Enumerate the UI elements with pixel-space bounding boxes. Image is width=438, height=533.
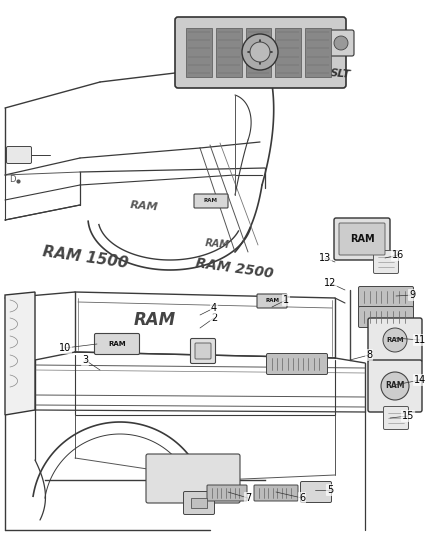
Text: RAM: RAM [134,311,176,329]
FancyBboxPatch shape [358,306,413,327]
Text: RAM 2500: RAM 2500 [195,256,275,281]
FancyBboxPatch shape [328,30,354,56]
Text: 12: 12 [324,278,336,288]
FancyBboxPatch shape [195,343,211,359]
FancyBboxPatch shape [191,338,215,364]
Text: RAM: RAM [350,234,374,244]
FancyBboxPatch shape [254,485,298,501]
FancyBboxPatch shape [175,17,346,88]
Circle shape [242,34,278,70]
Circle shape [383,328,407,352]
Circle shape [334,36,348,50]
FancyBboxPatch shape [334,218,390,260]
FancyBboxPatch shape [339,223,385,255]
Bar [191,498,207,508]
Text: 11: 11 [414,335,426,345]
Bar [186,28,212,77]
Text: 6: 6 [299,493,305,503]
FancyBboxPatch shape [374,251,399,273]
Text: 15: 15 [402,411,414,421]
Text: RAM: RAM [385,382,405,391]
Circle shape [381,372,409,400]
Text: 5: 5 [327,485,333,495]
Text: RAM: RAM [205,238,230,250]
Polygon shape [5,292,35,415]
FancyBboxPatch shape [95,334,139,354]
Text: SLT: SLT [330,68,352,80]
FancyBboxPatch shape [368,360,422,412]
FancyBboxPatch shape [257,294,287,308]
FancyBboxPatch shape [146,454,240,503]
Bar [246,28,272,77]
FancyBboxPatch shape [384,407,409,430]
Text: RAM: RAM [386,337,404,343]
Bar [216,28,242,77]
FancyBboxPatch shape [207,485,247,501]
FancyBboxPatch shape [194,194,228,208]
Text: 16: 16 [392,250,404,260]
Bar [305,28,331,77]
Text: RAM: RAM [265,298,279,303]
Text: RAM 1500: RAM 1500 [42,244,130,271]
FancyBboxPatch shape [7,147,32,164]
Text: RAM: RAM [130,199,159,212]
Text: RAM: RAM [108,341,126,347]
Circle shape [250,42,270,62]
Text: 9: 9 [409,290,415,300]
Text: 1: 1 [283,295,289,305]
Bar [276,28,301,77]
Text: 13: 13 [319,253,331,263]
Text: 2: 2 [211,313,217,323]
Text: 4: 4 [211,303,217,313]
Text: 10: 10 [59,343,71,353]
FancyBboxPatch shape [358,287,413,308]
FancyBboxPatch shape [368,318,422,362]
Text: 8: 8 [366,350,372,360]
Text: RAM: RAM [204,198,218,204]
Text: 7: 7 [245,493,251,503]
Text: 14: 14 [414,375,426,385]
Text: 3: 3 [82,355,88,365]
Text: D: D [9,175,15,184]
FancyBboxPatch shape [266,353,328,375]
FancyBboxPatch shape [184,491,215,514]
FancyBboxPatch shape [300,481,332,503]
